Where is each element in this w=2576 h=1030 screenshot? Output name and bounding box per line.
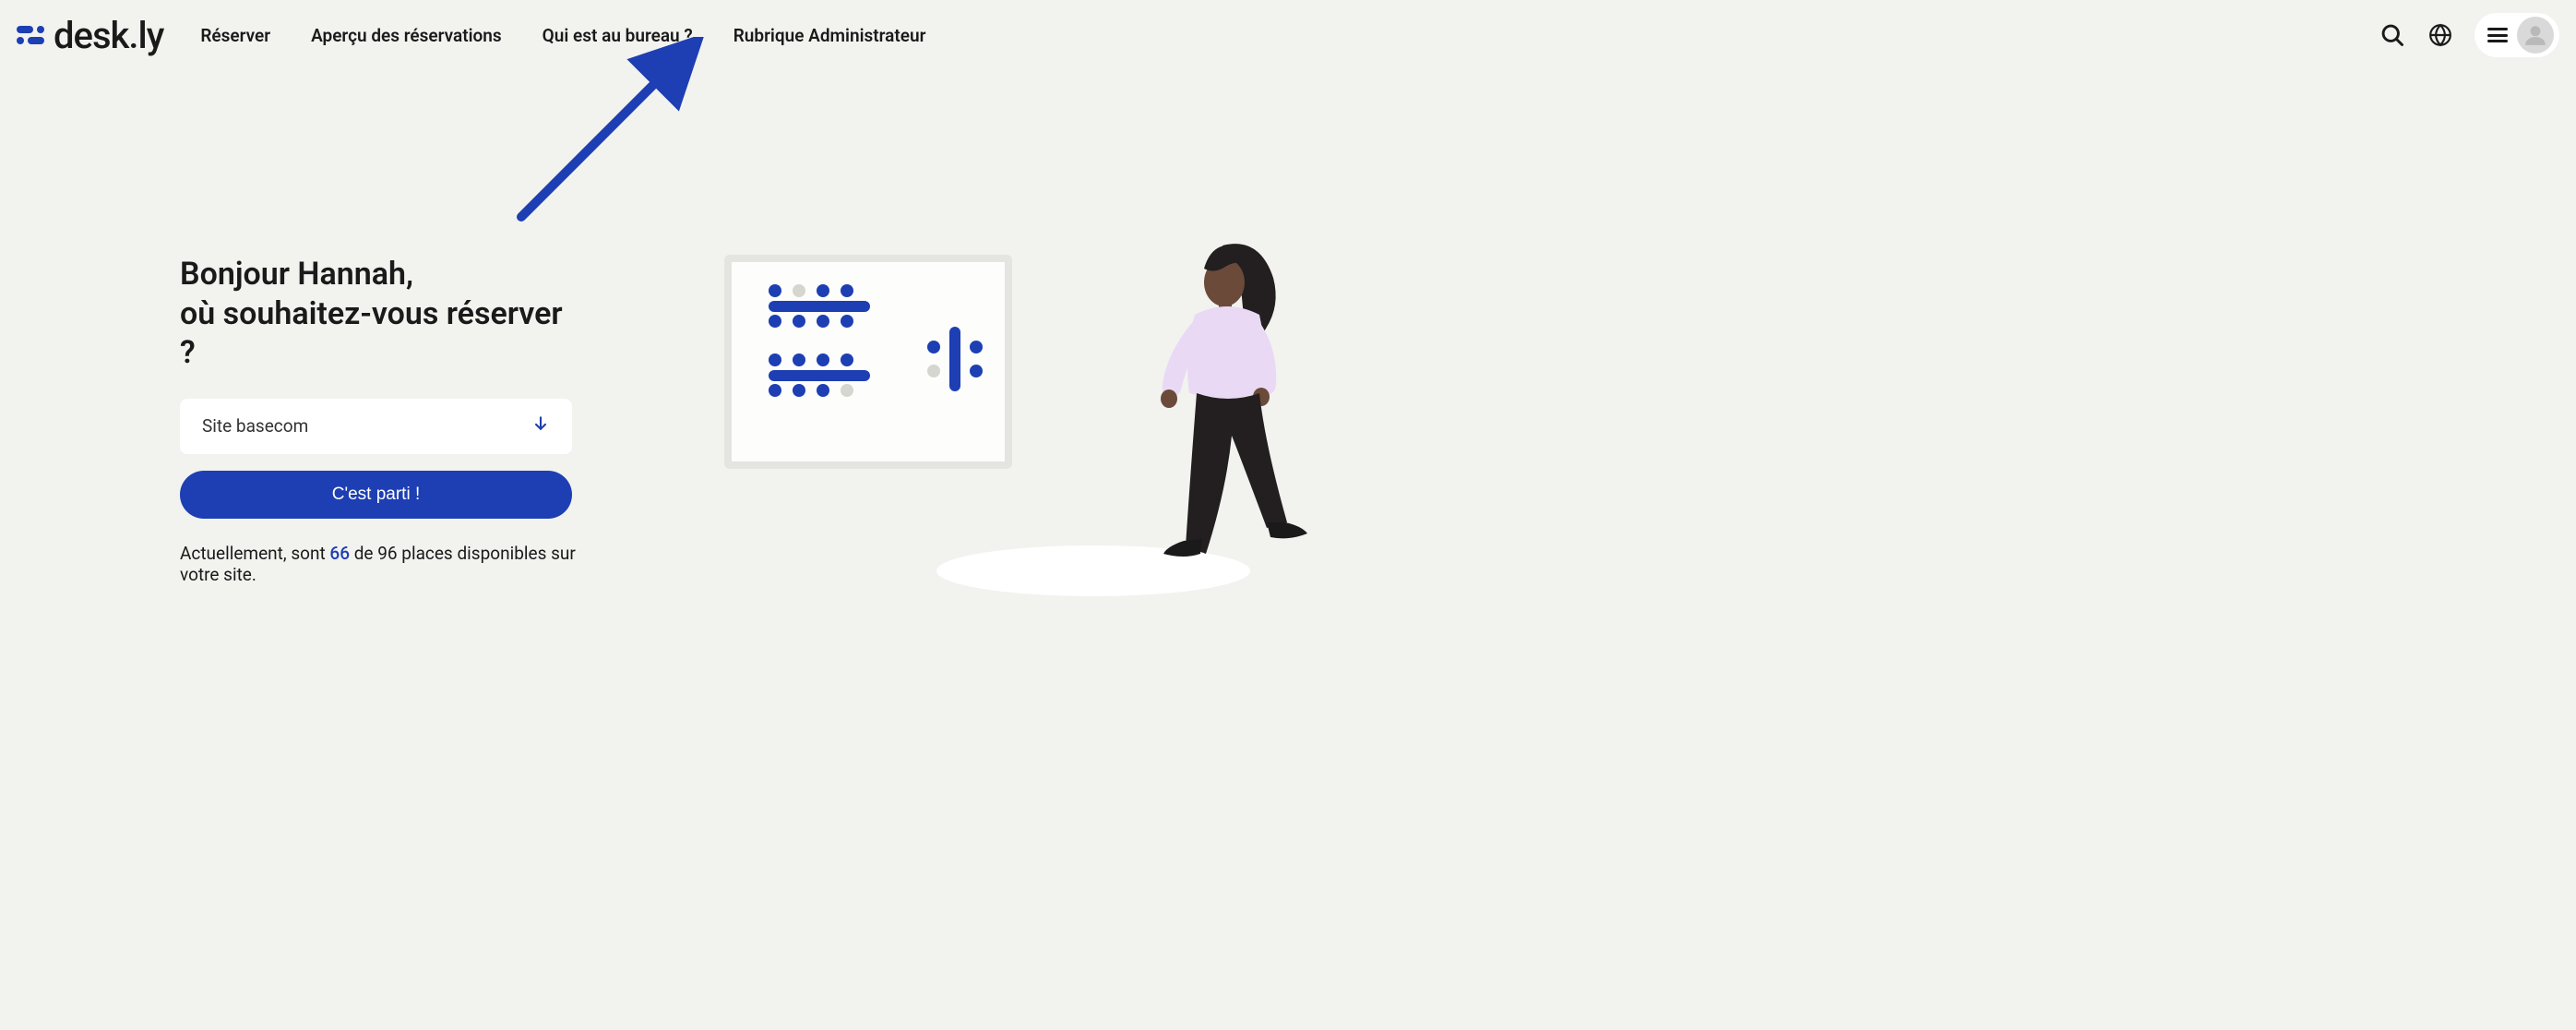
availability-count: 66 bbox=[329, 543, 350, 564]
nav-item-who[interactable]: Qui est au bureau ? bbox=[543, 25, 693, 46]
language-icon[interactable] bbox=[2427, 21, 2454, 49]
header: desk.ly Réserver Aperçu des réservations… bbox=[0, 0, 2576, 70]
person-illustration bbox=[1139, 227, 1315, 563]
go-button[interactable]: C'est parti ! bbox=[180, 471, 572, 519]
booking-panel: Bonjour Hannah, où souhaitez-vous réserv… bbox=[180, 255, 577, 585]
greeting: Bonjour Hannah, où souhaitez-vous réserv… bbox=[180, 255, 577, 373]
brand-logo-mark bbox=[17, 26, 44, 44]
chevron-down-icon bbox=[531, 414, 550, 437]
main-content: Bonjour Hannah, où souhaitez-vous réserv… bbox=[0, 70, 2576, 587]
avatar bbox=[2517, 17, 2554, 54]
hero-illustration bbox=[724, 255, 1296, 587]
availability-total: 96 bbox=[377, 543, 397, 564]
search-icon[interactable] bbox=[2379, 21, 2406, 49]
desk-group-3 bbox=[927, 327, 983, 391]
nav-item-overview[interactable]: Aperçu des réservations bbox=[311, 25, 502, 46]
account-menu[interactable] bbox=[2475, 13, 2559, 57]
nav-item-reserve[interactable]: Réserver bbox=[200, 25, 270, 46]
desk-group-1 bbox=[769, 284, 986, 328]
site-select-value: Site basecom bbox=[202, 415, 308, 437]
nav-item-admin[interactable]: Rubrique Administrateur bbox=[733, 25, 926, 46]
header-actions bbox=[2379, 13, 2559, 57]
brand-logo[interactable]: desk.ly bbox=[17, 14, 163, 57]
availability-text: Actuellement, sont 66 de 96 places dispo… bbox=[180, 543, 577, 585]
greeting-line-2: où souhaitez-vous réserver ? bbox=[180, 295, 563, 372]
brand-name: desk.ly bbox=[54, 14, 163, 57]
greeting-line-1: Bonjour Hannah, bbox=[180, 256, 413, 293]
primary-nav: Réserver Aperçu des réservations Qui est… bbox=[200, 25, 925, 46]
floorplan-graphic bbox=[724, 255, 1012, 469]
site-select[interactable]: Site basecom bbox=[180, 399, 572, 454]
menu-icon bbox=[2487, 28, 2508, 42]
